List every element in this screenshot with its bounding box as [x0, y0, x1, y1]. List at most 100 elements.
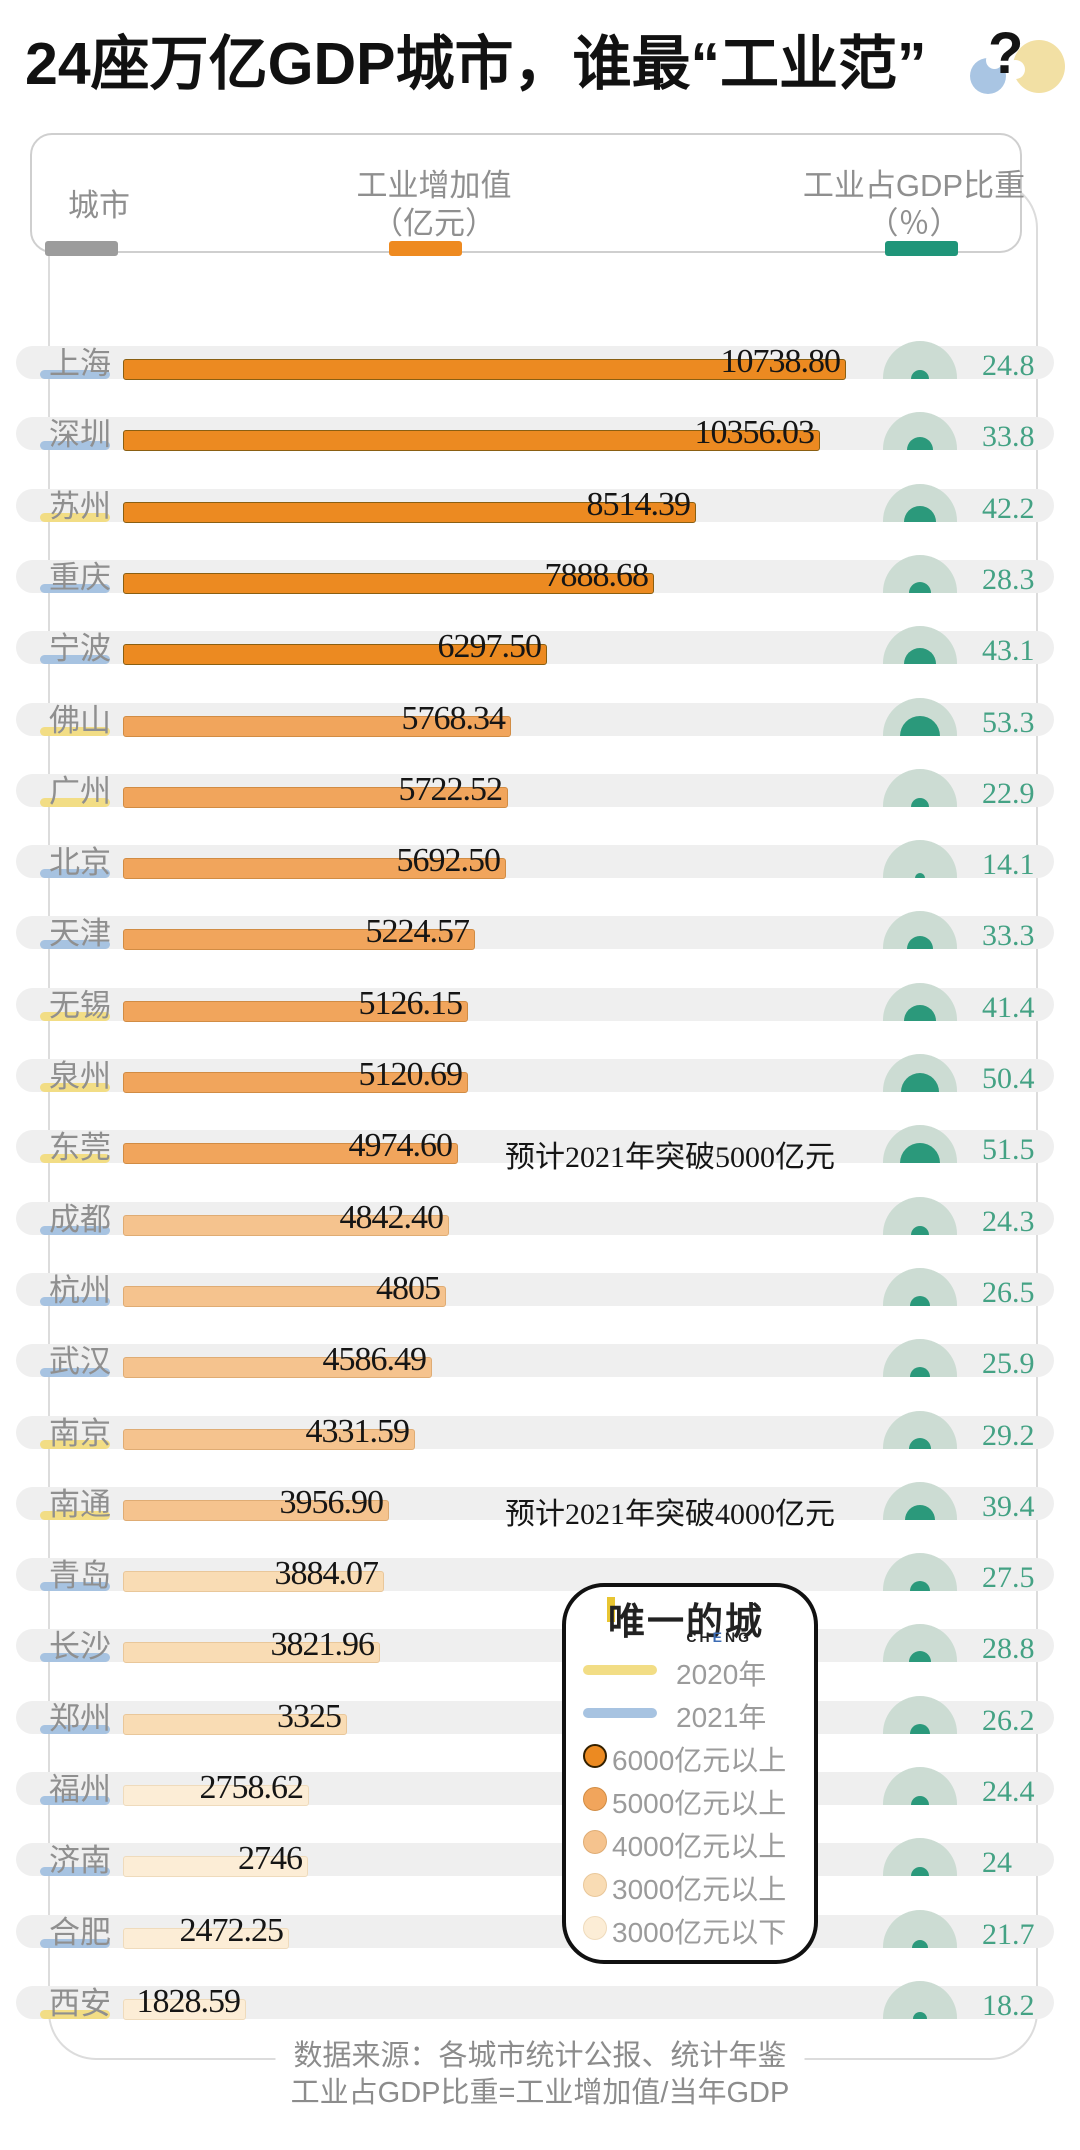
- city-label: 深圳: [49, 417, 111, 453]
- gauge-inner: [909, 1437, 931, 1449]
- table-row: 郑州 3325 26.2: [0, 1695, 1080, 1741]
- table-row: 济南 2746 24: [0, 1838, 1080, 1883]
- value-label: 4331.59: [305, 1412, 410, 1450]
- city-label: 南通: [49, 1486, 111, 1522]
- row-note: 预计2021年突破4000亿元: [505, 1497, 835, 1531]
- table-row: 成都 4842.40 24.3: [0, 1196, 1080, 1242]
- header-swatch-pct: [885, 241, 958, 256]
- table-row: 佛山 5768.34 53.3: [0, 697, 1080, 743]
- gauge-inner: [915, 873, 925, 879]
- gauge-inner: [910, 1723, 930, 1734]
- city-label: 天津: [49, 916, 111, 952]
- city-label: 广州: [49, 773, 111, 809]
- city-label: 青岛: [49, 1558, 111, 1594]
- legend-item-label: 5000亿元以上: [612, 1788, 787, 1819]
- header-col-pct-line2: （％）: [867, 206, 961, 241]
- row-note: 预计2021年突破5000亿元: [505, 1141, 835, 1175]
- gauge-inner: [904, 505, 936, 522]
- brand-sub-pre: CH: [686, 1629, 713, 1645]
- value-label: 8514.39: [586, 485, 691, 523]
- table-row: 西安 1828.59 18.2: [0, 1980, 1080, 2026]
- table-row: 东莞 4974.60 预计2021年突破5000亿元 51.5: [0, 1125, 1080, 1174]
- value-label: 5768.34: [401, 699, 506, 737]
- legend-line-swatch: [583, 1708, 657, 1718]
- city-year-underline: [40, 1867, 110, 1877]
- pct-label: 27.5: [982, 1561, 1035, 1595]
- value-bar: [123, 1713, 347, 1735]
- city-label: 泉州: [49, 1059, 111, 1094]
- table-row: 长沙 3821.96 28.8: [0, 1624, 1080, 1669]
- legend-line-swatch: [583, 1665, 657, 1675]
- city-label: 上海: [49, 346, 111, 381]
- header-col-value-line1: 工业增加值: [356, 168, 512, 203]
- value-bar: [123, 1571, 384, 1593]
- value-bar: [123, 1642, 380, 1664]
- legend-card: [562, 1583, 818, 1964]
- value-label: 2746: [238, 1840, 303, 1878]
- value-label: 10356.03: [694, 414, 815, 452]
- table-row: 上海 10738.80 24.8: [0, 341, 1080, 386]
- gauge-inner: [911, 370, 929, 379]
- city-year-underline: [40, 1510, 110, 1520]
- legend-item-label: 3000亿元以上: [612, 1874, 787, 1905]
- value-bar: [123, 786, 508, 808]
- gauge-inner: [900, 715, 940, 736]
- pct-label: 50.4: [982, 1062, 1035, 1095]
- legend-item-label: 6000亿元以上: [612, 1745, 787, 1776]
- gauge-inner: [900, 1143, 940, 1164]
- city-year-underline: [40, 1011, 110, 1021]
- gauge-inner: [907, 936, 933, 950]
- legend-circle-swatch: [583, 1916, 607, 1940]
- value-label: 3884.07: [274, 1555, 379, 1593]
- pct-label: 29.2: [982, 1418, 1035, 1452]
- table-row: 苏州 8514.39 42.2: [0, 483, 1080, 529]
- pct-label: 24.8: [982, 349, 1035, 382]
- header-col-pct-line1: 工业占GDP比重: [802, 168, 1026, 203]
- gauge-inner: [904, 1004, 936, 1021]
- pct-label: 18.2: [982, 1988, 1035, 2022]
- city-year-underline: [40, 1154, 110, 1164]
- table-row: 武汉 4586.49 25.9: [0, 1339, 1080, 1384]
- gauge-inner: [911, 1867, 929, 1877]
- value-label: 10738.80: [720, 343, 841, 380]
- gauge-inner: [913, 2011, 927, 2019]
- pct-label: 14.1: [982, 848, 1035, 882]
- gauge-inner: [910, 1295, 930, 1306]
- pct-label: 42.2: [982, 491, 1035, 525]
- value-bar: [123, 1000, 468, 1022]
- legend-item-label: 3000亿元以下: [612, 1917, 787, 1948]
- table-row: 合肥 2472.25 21.7: [0, 1909, 1080, 1955]
- brand-accent-mark: [607, 1597, 615, 1622]
- page-title: 24座万亿GDP城市，谁最“工业范”: [25, 31, 927, 97]
- city-year-underline: [40, 1938, 110, 1948]
- table-row: 杭州 4805 26.5: [0, 1267, 1080, 1313]
- pct-label: 33.8: [982, 420, 1035, 454]
- value-bar: [123, 1143, 458, 1165]
- legend-item-label: 2020年: [676, 1659, 767, 1690]
- table-row: 北京 5692.50 14.1: [0, 840, 1080, 885]
- legend-circle-swatch: [583, 1787, 607, 1811]
- value-bar: [123, 359, 846, 380]
- city-year-underline: [40, 1796, 110, 1805]
- value-bar: [123, 430, 820, 452]
- value-bar: [123, 1285, 446, 1307]
- value-bar: [123, 1072, 468, 1093]
- pct-label: 39.4: [982, 1489, 1035, 1523]
- header-col-value-line2: （亿元）: [372, 206, 496, 241]
- value-label: 7888.68: [544, 556, 649, 594]
- value-label: 2472.25: [179, 1911, 284, 1949]
- brand-subtitle: CHENG: [572, 1629, 752, 1645]
- city-year-underline: [40, 583, 110, 593]
- pct-label: 26.5: [982, 1275, 1035, 1309]
- table-row: 深圳 10356.03 33.8: [0, 412, 1080, 457]
- legend-circle-swatch: [583, 1873, 607, 1897]
- value-bar: [123, 715, 511, 737]
- city-year-underline: [40, 940, 110, 950]
- pct-label: 53.3: [982, 705, 1035, 739]
- gauge-inner: [905, 1504, 935, 1520]
- pct-label: 26.2: [982, 1703, 1035, 1737]
- value-bar: [123, 929, 475, 951]
- value-bar: [123, 1785, 309, 1806]
- legend-item-label: 2021年: [676, 1702, 767, 1733]
